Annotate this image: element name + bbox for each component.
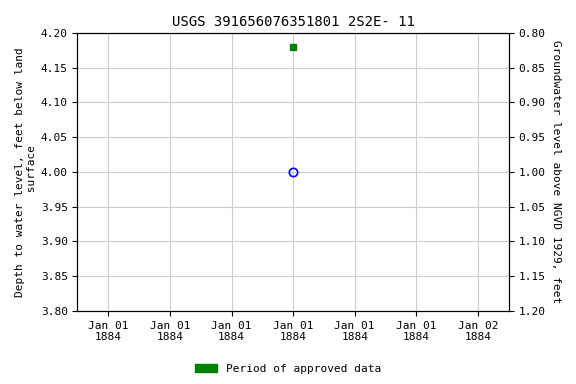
Y-axis label: Groundwater level above NGVD 1929, feet: Groundwater level above NGVD 1929, feet bbox=[551, 40, 561, 303]
Title: USGS 391656076351801 2S2E- 11: USGS 391656076351801 2S2E- 11 bbox=[172, 15, 415, 29]
Legend: Period of approved data: Period of approved data bbox=[191, 359, 385, 379]
Y-axis label: Depth to water level, feet below land
 surface: Depth to water level, feet below land su… bbox=[15, 47, 37, 297]
